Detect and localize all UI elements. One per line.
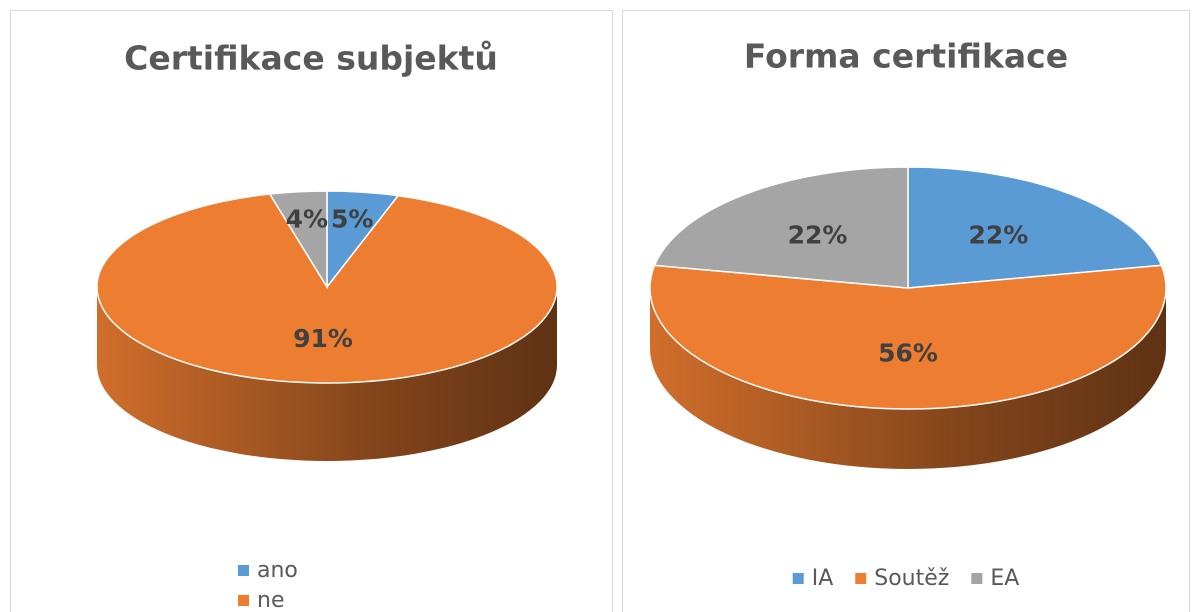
- legend-swatch: [855, 573, 867, 584]
- legend-swatch: [238, 565, 249, 576]
- chart-title: Certifikace subjektů: [124, 39, 498, 78]
- legend-label: EA: [990, 566, 1019, 591]
- data-label: 4%: [286, 204, 328, 233]
- legend-label: ne: [257, 588, 284, 612]
- legend-swatch: [971, 573, 983, 584]
- data-label: 91%: [293, 324, 353, 353]
- legend-label: ano: [257, 558, 298, 583]
- chart-title: Forma certifikace: [744, 37, 1068, 76]
- pie-slice: [653, 166, 909, 289]
- legend-label: Soutěž: [874, 566, 949, 591]
- pie-slice: [268, 190, 328, 290]
- side-shade: [650, 288, 1166, 469]
- pie-slice: [649, 264, 1167, 410]
- side-shade: [97, 287, 557, 461]
- legend-swatch: [238, 595, 249, 606]
- data-label: 22%: [788, 221, 848, 250]
- data-label: 22%: [969, 221, 1029, 250]
- pie-slice: [907, 166, 1163, 289]
- legend-label: IA: [812, 566, 834, 591]
- data-label: 5%: [331, 205, 373, 234]
- legend-swatch: [792, 573, 804, 584]
- pie-slice: [96, 193, 558, 384]
- data-label: 56%: [878, 339, 938, 368]
